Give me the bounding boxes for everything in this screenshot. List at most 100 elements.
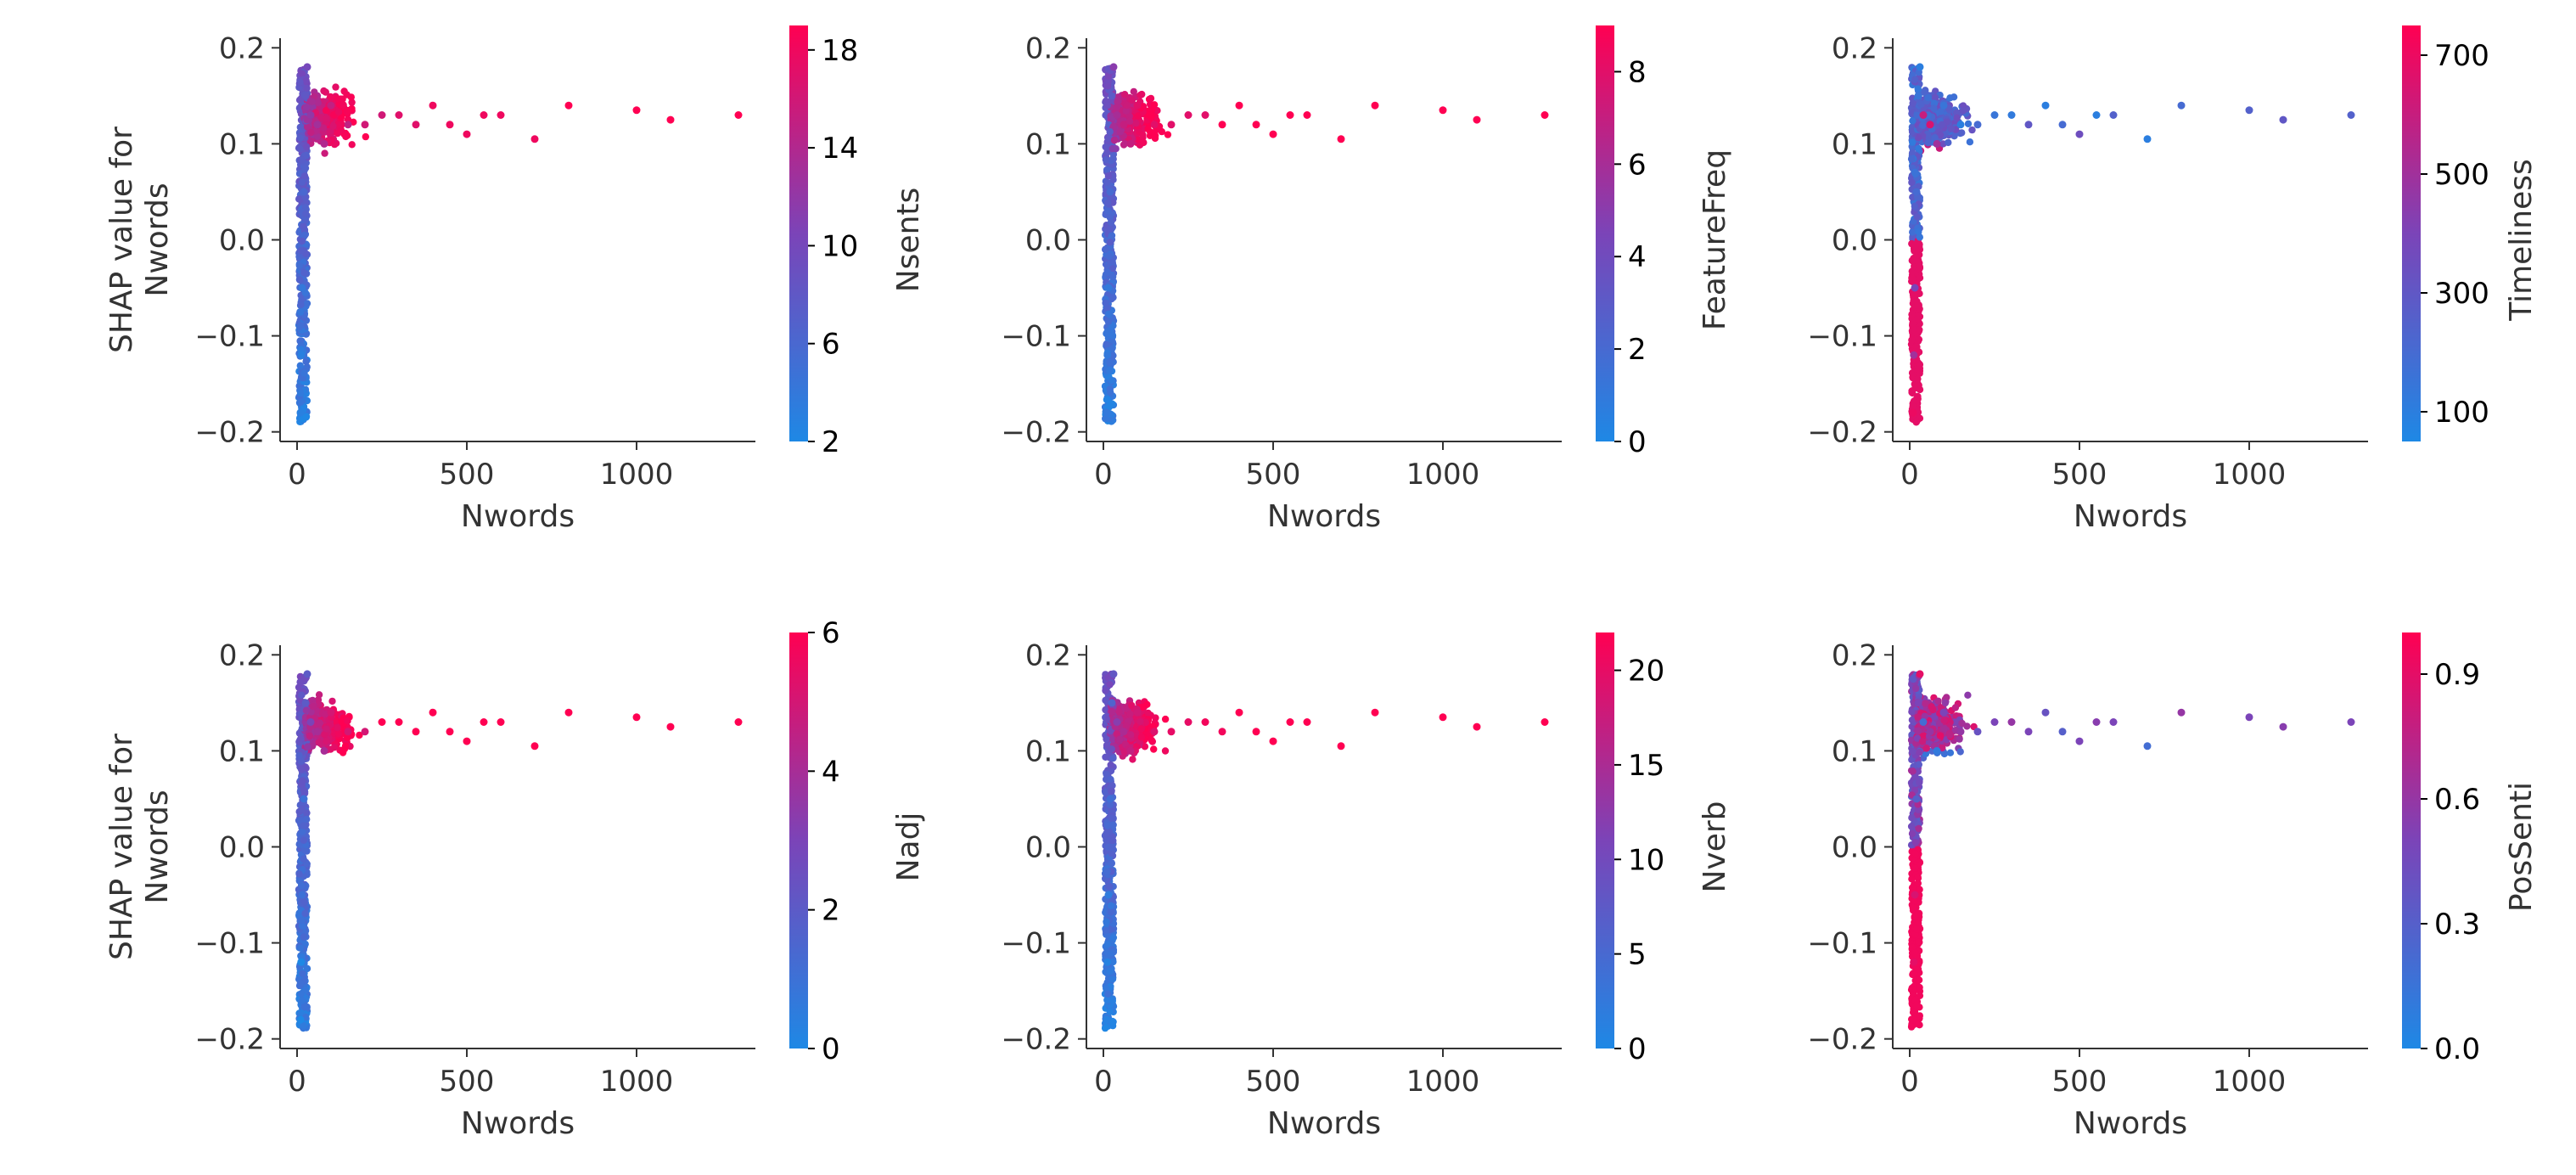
scatter-point [297,757,306,765]
scatter-point [1134,112,1142,120]
scatter-point [341,742,350,750]
scatter-point [321,711,329,718]
data-point [1926,121,1934,129]
data-point [2347,111,2355,119]
y-tick-label: 0.0 [1832,224,1877,258]
data-point [446,121,454,129]
data-point [395,111,403,119]
data-point [1126,139,1135,148]
y-tick-label: −0.2 [194,1023,265,1057]
data-point [1235,101,1243,110]
y-tick-label: 0.2 [1025,31,1071,65]
scatter-cloud [295,672,363,1032]
scatter-point [1102,789,1109,796]
scatter-point [1107,902,1115,910]
scatter-point [1966,138,1974,146]
scatter-point [1104,940,1112,948]
colorbar-tick-label: 10 [1628,843,1664,877]
colorbar-tick-label: 5 [1628,938,1647,972]
data-point [666,722,675,731]
scatter-point [303,143,311,150]
scatter-point [1909,99,1917,107]
data-point [378,111,386,119]
scatter-point [1103,985,1110,992]
data-point [1113,111,1121,119]
scatter-point [1108,332,1117,340]
scatter-point [295,261,303,269]
scatter-point [356,731,363,739]
colorbar-tick-label: 4 [1628,240,1647,274]
data-point [1973,121,1982,129]
scatter-point [298,766,306,773]
scatter-point [300,369,308,377]
scatter-point [328,697,336,706]
data-point [2041,101,2050,110]
colorbar-tick-label: 10 [822,229,858,263]
scatter-point [1104,135,1113,143]
scatter-point [295,751,303,759]
data-point [1103,408,1111,417]
data-point [2109,111,2118,119]
data-point [1109,670,1118,678]
x-tick-label: 0 [1094,1065,1113,1099]
scatter-point [1147,128,1154,136]
scatter-point [1102,696,1109,705]
scatter-point [1105,252,1113,261]
scatter-point [323,737,330,745]
scatter-point [1103,102,1111,110]
scatter-point [1911,170,1919,178]
scatter-point [1141,743,1149,751]
scatter-point [1908,311,1916,318]
scatter-point [1107,775,1114,784]
scatter-point [362,132,369,141]
y-tick-label: 0.2 [219,638,265,672]
data-point [1909,408,1917,417]
scatter-point [1105,402,1114,411]
scatter-point [1914,85,1922,93]
data-point [1103,1015,1111,1024]
scatter-point [299,970,306,978]
data-point [480,111,488,119]
data-point [1911,284,1919,292]
scatter-point [1104,990,1112,998]
scatter-point [295,195,303,203]
scatter-point [1102,687,1109,694]
data-point [2245,106,2253,115]
colorbar [1596,632,1614,1049]
data-point [2058,121,2067,129]
x-tick-label: 1000 [600,458,674,492]
scatter-point [1136,91,1144,99]
colorbar-tick-label: 0 [1628,1032,1647,1066]
data-point [378,718,386,726]
scatter-point [1909,117,1917,125]
scatter-point [1911,241,1919,249]
scatter-point [1102,143,1109,151]
scatter-point [334,724,341,732]
x-axis-label: Nwords [461,499,575,534]
scatter-point [1104,268,1112,277]
scatter-cloud [295,65,369,425]
scatter-point [1103,735,1110,743]
scatter-point [296,678,304,686]
colorbar-tick-label: 8 [1628,55,1647,89]
scatter-point [1914,315,1922,323]
scatter-point [300,836,308,844]
scatter-point [297,734,305,742]
scatter-point [1132,120,1140,127]
data-point [361,728,369,736]
colorbar-label: Nverb [1698,801,1732,892]
scatter-point [1115,707,1123,716]
data-point [429,101,437,110]
scatter-point [1101,1024,1109,1032]
scatter-point [1909,138,1917,146]
colorbar-tick-label: 6 [822,328,840,362]
scatter-point [1958,129,1966,137]
data-point [412,728,420,736]
scatter-point [334,730,342,738]
scatter-point [303,964,311,973]
data-point [734,718,743,726]
data-point [1439,713,1447,722]
data-point [1201,718,1209,726]
data-point [497,111,505,119]
colorbar [2402,25,2421,441]
